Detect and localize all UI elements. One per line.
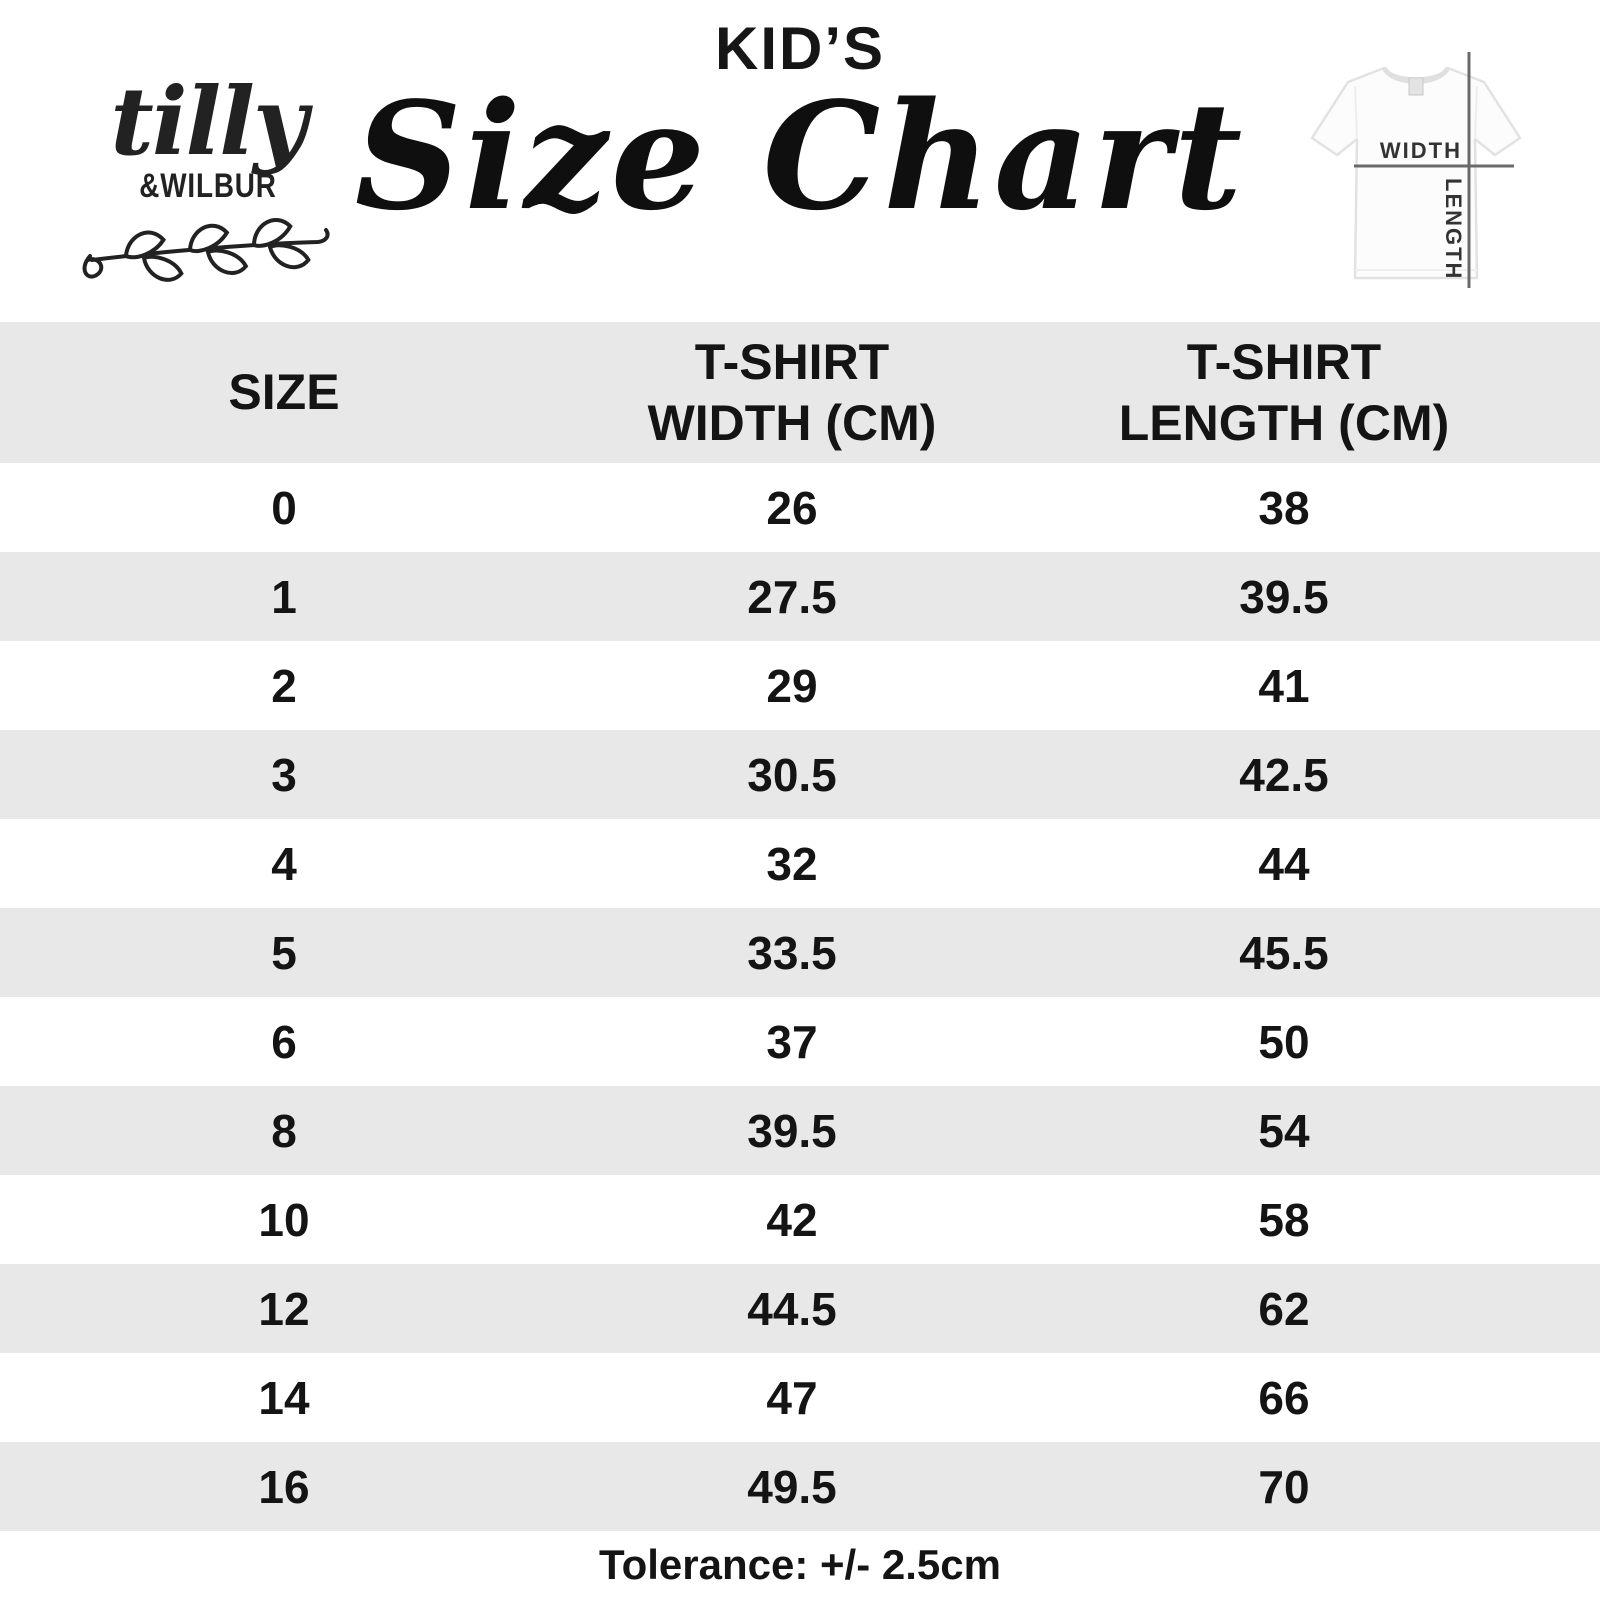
- size-cell: 1: [271, 570, 297, 623]
- tshirt-icon: [1310, 66, 1522, 280]
- size-chart-table: SIZE T-SHIRT WIDTH (CM) T-SHIRT LENGTH (CM…: [0, 322, 1600, 1531]
- size-cell: 12: [258, 1282, 310, 1335]
- col-header-width: T-SHIRT WIDTH (CM): [647, 333, 937, 451]
- length-cell: 54: [1258, 1104, 1310, 1157]
- page-header: tilly &WILBUR K: [0, 0, 1600, 322]
- size-cell: 16: [258, 1460, 310, 1513]
- size-cell: 5: [271, 926, 297, 979]
- brand-name-sub: &WILBUR: [139, 167, 277, 206]
- width-cell: 37: [766, 1015, 818, 1068]
- table-row: 4 32 44: [0, 819, 1600, 908]
- length-cell: 62: [1258, 1282, 1310, 1335]
- table-header: SIZE T-SHIRT WIDTH (CM) T-SHIRT LENGTH (CM…: [0, 322, 1600, 463]
- width-cell: 39.5: [747, 1104, 837, 1157]
- table-row: 16 49.5 70: [0, 1442, 1600, 1531]
- size-cell: 0: [271, 481, 297, 534]
- size-cell: 3: [271, 748, 297, 801]
- size-cell: 8: [271, 1104, 297, 1157]
- length-cell: 42.5: [1239, 748, 1329, 801]
- tshirt-measure-diagram: WIDTH LENGTH: [1296, 48, 1536, 296]
- table-row: 14 47 66: [0, 1353, 1600, 1442]
- width-cell: 27.5: [747, 570, 837, 623]
- page-title: Size Chart: [354, 69, 1246, 243]
- length-cell: 45.5: [1239, 926, 1329, 979]
- length-cell: 39.5: [1239, 570, 1329, 623]
- table-row: 8 39.5 54: [0, 1086, 1600, 1175]
- table-row: 2 29 41: [0, 641, 1600, 730]
- size-cell: 6: [271, 1015, 297, 1068]
- table-body: 0 26 38 1 27.5 39.5 2 29 41 3 30.5 42.5 4 32 44 5 3…: [0, 463, 1600, 1531]
- table-row: 3 30.5 42.5: [0, 730, 1600, 819]
- laurel-branch-icon: [58, 208, 358, 291]
- table-row: 6 37 50: [0, 997, 1600, 1086]
- width-cell: 29: [766, 659, 818, 712]
- width-cell: 32: [766, 837, 818, 890]
- table-row: 5 33.5 45.5: [0, 908, 1600, 997]
- length-cell: 70: [1258, 1460, 1310, 1513]
- table-row: 1 27.5 39.5: [0, 552, 1600, 641]
- table-row: 0 26 38: [0, 463, 1600, 552]
- header-row: SIZE T-SHIRT WIDTH (CM) T-SHIRT LENGTH (CM…: [0, 322, 1600, 463]
- width-cell: 30.5: [747, 748, 837, 801]
- length-cell: 38: [1258, 481, 1310, 534]
- length-label: LENGTH: [1441, 178, 1466, 280]
- width-cell: 44.5: [747, 1282, 837, 1335]
- width-cell: 47: [766, 1371, 818, 1424]
- width-label: WIDTH: [1380, 138, 1462, 163]
- brand-name-script: tilly: [110, 67, 307, 177]
- table-row: 10 42 58: [0, 1175, 1600, 1264]
- width-cell: 26: [766, 481, 818, 534]
- col-header-size: SIZE: [228, 364, 340, 420]
- length-cell: 41: [1258, 659, 1310, 712]
- length-cell: 44: [1258, 837, 1310, 890]
- length-cell: 50: [1258, 1015, 1310, 1068]
- size-cell: 2: [271, 659, 297, 712]
- size-cell: 10: [258, 1193, 310, 1246]
- tolerance-note: Tolerance: +/- 2.5cm: [599, 1541, 1001, 1588]
- brand-logo: tilly &WILBUR: [58, 67, 358, 291]
- col-header-length: T-SHIRT LENGTH (CM): [1118, 333, 1450, 451]
- width-cell: 42: [766, 1193, 818, 1246]
- table-row: 12 44.5 62: [0, 1264, 1600, 1353]
- length-cell: 58: [1258, 1193, 1310, 1246]
- title-kicker: KID’S: [714, 15, 886, 82]
- length-cell: 66: [1258, 1371, 1310, 1424]
- size-cell: 14: [258, 1371, 310, 1424]
- size-cell: 4: [271, 837, 297, 890]
- title-block: KID’S Size Chart: [300, 0, 1300, 234]
- width-cell: 49.5: [747, 1460, 837, 1513]
- width-cell: 33.5: [747, 926, 837, 979]
